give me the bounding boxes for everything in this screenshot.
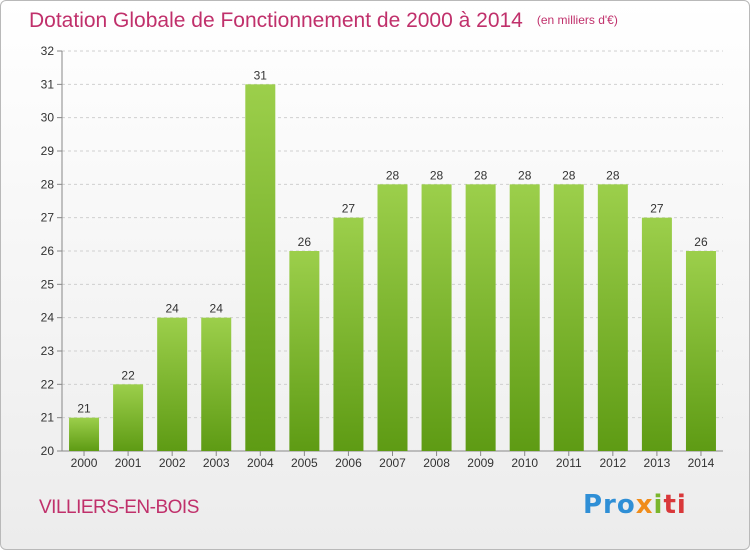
bars <box>69 84 716 452</box>
bar <box>641 217 672 451</box>
title-unit: (en milliers d'€) <box>536 13 618 27</box>
value-labels: 21 22 24 24 31 26 27 28 28 28 28 28 28 27 26 <box>77 68 708 415</box>
y-tick-label: 29 <box>41 144 55 158</box>
bar <box>597 184 628 452</box>
bar <box>69 417 100 451</box>
data-label: 28 <box>606 168 620 182</box>
logo-part: i <box>653 490 664 520</box>
x-tick-label: 2011 <box>556 456 582 470</box>
x-tick-label: 2009 <box>467 456 494 470</box>
data-label: 28 <box>386 168 400 182</box>
data-label: 21 <box>77 402 91 416</box>
data-label: 24 <box>210 302 224 316</box>
logo-part: x <box>635 490 654 520</box>
data-label: 26 <box>694 235 708 249</box>
title-text: Dotation Globale de Fonctionnement de 20… <box>29 9 523 32</box>
bar <box>113 384 144 451</box>
proxiti-logo: Proxiti <box>583 490 687 520</box>
data-label: 31 <box>254 68 268 82</box>
bar <box>157 317 188 451</box>
y-tick-labels: 20 21 22 23 24 25 26 27 28 29 30 31 32 <box>41 44 55 458</box>
x-tick-label: 2000 <box>71 456 98 470</box>
x-tick-label: 2005 <box>291 456 318 470</box>
x-tick-label: 2010 <box>511 456 538 470</box>
data-label: 28 <box>518 168 532 182</box>
y-tick-label: 20 <box>41 444 55 458</box>
y-tick-label: 24 <box>41 311 55 325</box>
x-tick-label: 2012 <box>599 456 626 470</box>
x-tick-labels: 2000 2001 2002 2003 2004 2005 2006 2007 2008 2009… <box>71 456 715 470</box>
data-label: 22 <box>121 368 135 382</box>
data-label: 27 <box>650 202 664 216</box>
bar <box>201 317 232 451</box>
bar <box>421 184 452 452</box>
data-label: 28 <box>430 168 444 182</box>
x-tick-label: 2003 <box>203 456 230 470</box>
y-tick-label: 27 <box>41 211 55 225</box>
y-tick-label: 26 <box>41 244 55 258</box>
y-tick-label: 23 <box>41 344 55 358</box>
bar <box>245 84 276 451</box>
x-tick-label: 2013 <box>644 456 671 470</box>
logo-part: Pro <box>583 490 636 520</box>
x-tick-label: 2008 <box>423 456 450 470</box>
y-tick-label: 32 <box>41 44 55 58</box>
bar <box>289 251 320 451</box>
y-tick-label: 28 <box>41 177 55 191</box>
data-label: 28 <box>474 168 488 182</box>
data-label: 24 <box>165 302 179 316</box>
y-tick-label: 25 <box>41 277 55 291</box>
y-tick-label: 22 <box>41 377 55 391</box>
data-label: 27 <box>342 202 356 216</box>
data-label: 26 <box>298 235 312 249</box>
x-tick-label: 2002 <box>159 456 186 470</box>
town-name: VILLIERS-EN-BOIS <box>39 497 199 518</box>
x-tick-label: 2001 <box>115 456 142 470</box>
y-tick-label: 21 <box>41 411 55 425</box>
x-tick-label: 2004 <box>247 456 274 470</box>
x-tick-label: 2014 <box>688 456 715 470</box>
x-tick-label: 2006 <box>335 456 362 470</box>
bar <box>377 184 408 452</box>
y-tick-label: 30 <box>41 111 55 125</box>
y-tick-label: 31 <box>41 77 55 91</box>
chart-title: Dotation Globale de Fonctionnement de 20… <box>29 9 618 33</box>
bar <box>553 184 584 452</box>
bar <box>333 217 364 451</box>
bar <box>509 184 540 452</box>
bar <box>465 184 496 452</box>
logo-part: ti <box>663 490 687 520</box>
x-tick-label: 2007 <box>379 456 406 470</box>
data-label: 28 <box>562 168 576 182</box>
bar <box>685 251 716 451</box>
